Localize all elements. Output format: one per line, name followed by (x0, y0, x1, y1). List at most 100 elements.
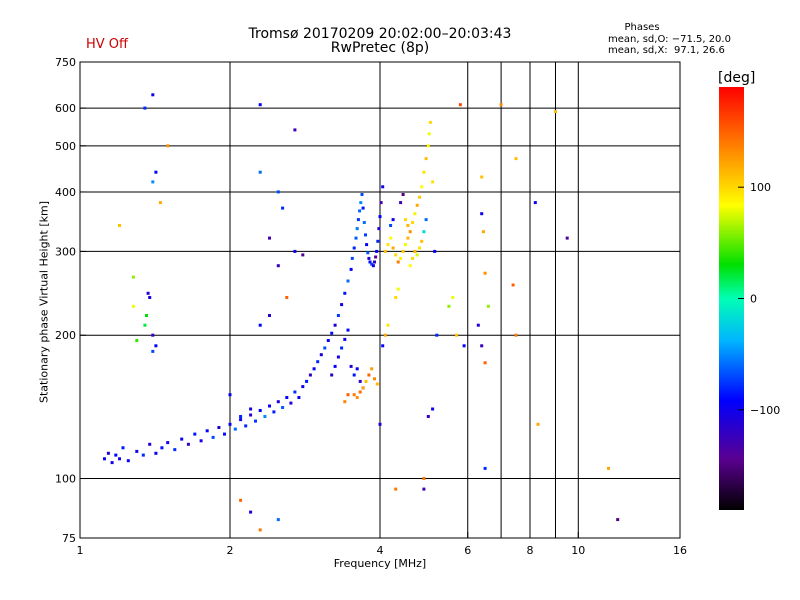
data-point (151, 333, 155, 337)
data-point (378, 422, 382, 426)
data-point (343, 337, 347, 341)
data-point (268, 404, 271, 408)
data-point (415, 253, 419, 257)
x-tick-label: 8 (527, 544, 534, 557)
data-point (249, 407, 253, 411)
data-point (375, 249, 379, 253)
data-point (481, 230, 485, 234)
data-point (336, 355, 340, 359)
data-point (276, 518, 280, 522)
x-tick-label: 4 (377, 544, 384, 557)
data-point (381, 344, 385, 348)
x-axis-label: Frequency [MHz] (333, 557, 427, 570)
data-point (447, 304, 451, 308)
data-point (431, 407, 435, 411)
data-point (536, 422, 540, 426)
data-point (404, 218, 407, 222)
data-point (211, 435, 215, 439)
data-point (435, 333, 439, 337)
data-point (258, 103, 262, 107)
data-point (386, 323, 390, 327)
data-point (308, 373, 312, 377)
data-point (239, 415, 243, 418)
data-point (411, 221, 415, 224)
data-point (418, 246, 421, 250)
y-tick-label: 100 (55, 473, 76, 486)
data-point (361, 386, 365, 390)
data-point (428, 120, 432, 124)
data-point (326, 339, 330, 342)
data-point (394, 296, 398, 299)
data-point (205, 429, 209, 433)
data-point (480, 212, 484, 216)
data-point (480, 344, 484, 348)
data-point (565, 236, 569, 240)
data-point (370, 367, 374, 371)
data-point (364, 379, 368, 383)
data-point (333, 323, 337, 327)
data-point (301, 385, 305, 389)
data-point (276, 264, 280, 268)
data-point (386, 243, 390, 247)
data-point (607, 466, 610, 470)
data-point (476, 323, 480, 327)
data-point (154, 344, 158, 348)
data-point (367, 256, 371, 260)
data-point (346, 279, 350, 283)
data-point (389, 236, 393, 240)
data-point (408, 264, 412, 268)
y-axis-label: Stationary phase Virtual Height [km] (37, 200, 51, 404)
data-point (323, 346, 327, 350)
data-point (293, 390, 297, 394)
data-point (249, 413, 253, 417)
x-tick-label: 10 (571, 544, 585, 557)
data-point (106, 451, 110, 455)
data-point (349, 267, 353, 271)
y-tick-label: 75 (62, 532, 76, 545)
data-point (424, 157, 428, 161)
data-point (383, 333, 387, 337)
data-point (391, 246, 395, 250)
data-point (173, 448, 177, 452)
data-point (427, 132, 431, 136)
data-point (166, 144, 170, 148)
data-point (158, 201, 162, 205)
data-point (356, 218, 360, 222)
data-point (343, 291, 347, 295)
data-point (458, 103, 462, 107)
data-point (343, 400, 347, 404)
data-point (374, 255, 378, 259)
data-point (103, 457, 106, 461)
data-point (151, 349, 155, 353)
grid-lines (80, 62, 680, 538)
data-point (364, 233, 367, 237)
data-point (431, 180, 435, 184)
data-point (293, 128, 297, 132)
data-point (426, 415, 430, 418)
data-point (145, 314, 148, 317)
y-tick-label: 200 (55, 329, 76, 342)
data-point (281, 406, 285, 409)
data-point (186, 442, 190, 446)
data-point (330, 373, 334, 377)
data-point (383, 249, 387, 253)
data-point (360, 193, 364, 196)
colorbar-tick-label: 100 (750, 181, 771, 194)
data-point (361, 206, 365, 210)
data-point (366, 251, 370, 255)
data-point (135, 449, 139, 453)
data-point (118, 224, 121, 227)
data-point (239, 418, 243, 422)
data-point (258, 323, 262, 327)
data-point (233, 427, 237, 431)
data-point (276, 400, 280, 404)
data-point (408, 230, 412, 234)
data-point (249, 510, 253, 514)
data-point (483, 361, 487, 365)
data-point (346, 393, 350, 397)
phases-heading: Phases (624, 22, 660, 33)
data-point (394, 487, 398, 491)
data-point (370, 262, 374, 266)
data-point (401, 249, 405, 253)
axis-ticks: 1 2 4 6 8 10 16 75 100 200 300 400 500 600 750 (55, 56, 687, 557)
